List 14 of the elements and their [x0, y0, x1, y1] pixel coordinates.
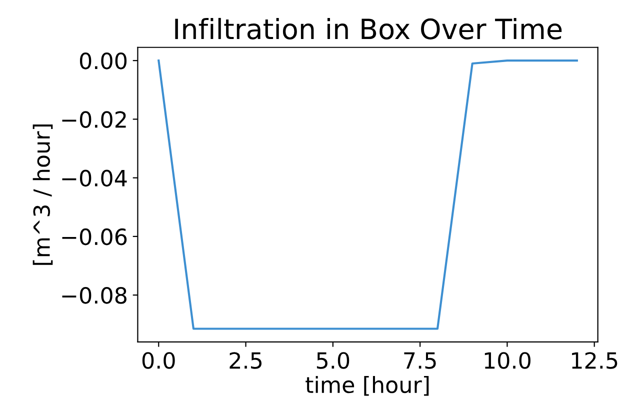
y-tick-label: −0.08 [62, 287, 126, 304]
chart-title: Infiltration in Box Over Time [175, 18, 562, 40]
y-axis-title: [m^3 / hour] [32, 124, 53, 265]
x-tick-label: 10.0 [484, 352, 530, 369]
y-tick-label: 0.00 [80, 52, 127, 70]
x-tick-label: 12.5 [572, 352, 618, 369]
y-tick-label: −0.02 [62, 111, 126, 128]
x-tick-label: 7.5 [404, 352, 436, 369]
y-tick-label: −0.06 [62, 228, 127, 246]
x-tick-label: 5.0 [316, 352, 350, 369]
x-tick-label: 2.5 [230, 352, 262, 369]
x-axis-title: time [hour] [306, 376, 429, 396]
y-tick-label: −0.04 [62, 170, 127, 187]
x-tick-label: 0.0 [142, 352, 175, 369]
